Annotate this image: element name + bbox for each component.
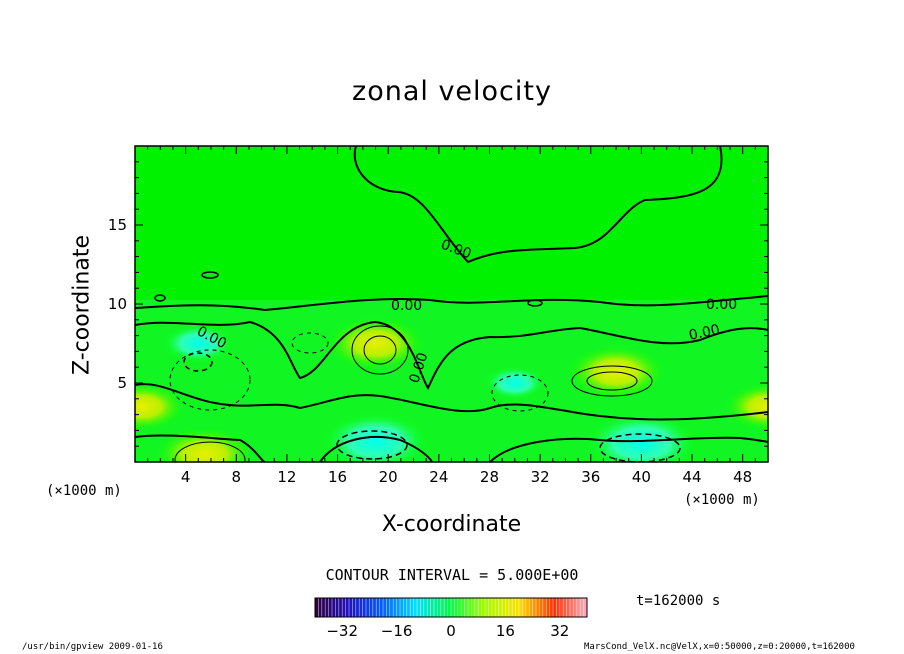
x-tick-label: 28 [479,468,500,486]
extremum-positive-4 [135,382,186,431]
contour-line-negative-bottom-center [336,430,408,460]
x-tick-label: 16 [328,468,348,486]
colorbar [314,597,588,618]
extremum-positive-3 [724,382,768,431]
colorbar-stripes [318,598,584,617]
contour-line-positive-center-outer [351,325,409,375]
x-tick-label: 4 [180,468,191,486]
time-label: t=162000 s [636,593,721,609]
colorbar-tick-label: −16 [380,622,413,640]
x-tick-label: 12 [277,468,297,486]
chart-title: zonal velocity [352,76,552,107]
contour-line-small-blob-3 [154,294,166,302]
contour-line-small-blob [201,271,219,279]
y-axis-label: Z-coordinate [69,235,95,375]
contour-line-positive-center [363,335,397,365]
contour-line-negative-small [291,332,329,354]
contour-line-zero-lower [135,320,768,391]
contour-line-positive-right [571,365,653,397]
y-tick-label: 10 [107,295,127,313]
footer-right: MarsCond_VelX.nc@VelX,x=0:50000,z=0:2000… [584,642,855,652]
contour-line-zero-base-2 [319,436,433,462]
contour-line-zero-base [135,434,266,462]
contour-line-zero-base-3 [489,436,768,462]
x-tick-label: 44 [682,468,702,486]
contour-label: 0.00 [391,298,422,314]
x-tick-label: 32 [530,468,550,486]
x-tick-label: 24 [429,468,449,486]
colorbar-tick-label: 0 [446,622,456,640]
contour-line-negative-left-outer [169,349,251,411]
contour-label: 0.00 [688,322,722,344]
contour-line-negative-bottom-right [599,433,681,462]
x-axis-label: X-coordinate [381,512,522,537]
colorbar-frame [314,597,588,618]
x-tick-label: 40 [631,468,651,486]
colorbar-tick-label: 16 [495,622,515,640]
contour-lines [135,146,768,462]
contour-line-zero-middle [135,295,768,312]
x-tick-label: 8 [231,468,242,486]
x-tick-label: 20 [378,468,398,486]
extremum-negative-5 [162,323,235,364]
y-axis-ticks [135,145,768,463]
contour-line-negative-left [183,352,213,372]
contour-line-zero-bottom [135,383,768,421]
contour-label: 0.00 [706,297,737,313]
extremum-negative-7 [584,412,699,462]
contour-line-small-blob-2 [527,299,543,307]
x-tick-label: 48 [733,468,753,486]
x-axis-ticks [134,146,769,462]
y-tick-label: 5 [117,374,127,392]
colorbar-tick-label: −32 [326,622,359,640]
field-layer: 0.00 0.00 0.00 0.00 0.00 0.00 [135,146,768,462]
contour-interval: CONTOUR INTERVAL = 5.000E+00 [325,566,579,584]
contour-line-positive-bottom-left [174,441,246,462]
extrema-blobs [135,316,768,462]
contour-line-positive-right-inner [586,371,638,391]
extremum-negative-8 [483,366,546,400]
colorbar-tick-label: 32 [550,622,570,640]
contour-line-zero-top [353,146,723,264]
contour-line-negative-mid [491,374,549,412]
x-unit-right: (×1000 m) [684,492,760,508]
x-unit-left: (×1000 m) [46,483,122,499]
x-tick-label: 36 [581,468,601,486]
y-tick-label: 15 [107,216,127,234]
footer-left: /usr/bin/gpview 2009-01-16 [22,642,163,652]
extremum-positive-0 [326,316,425,371]
